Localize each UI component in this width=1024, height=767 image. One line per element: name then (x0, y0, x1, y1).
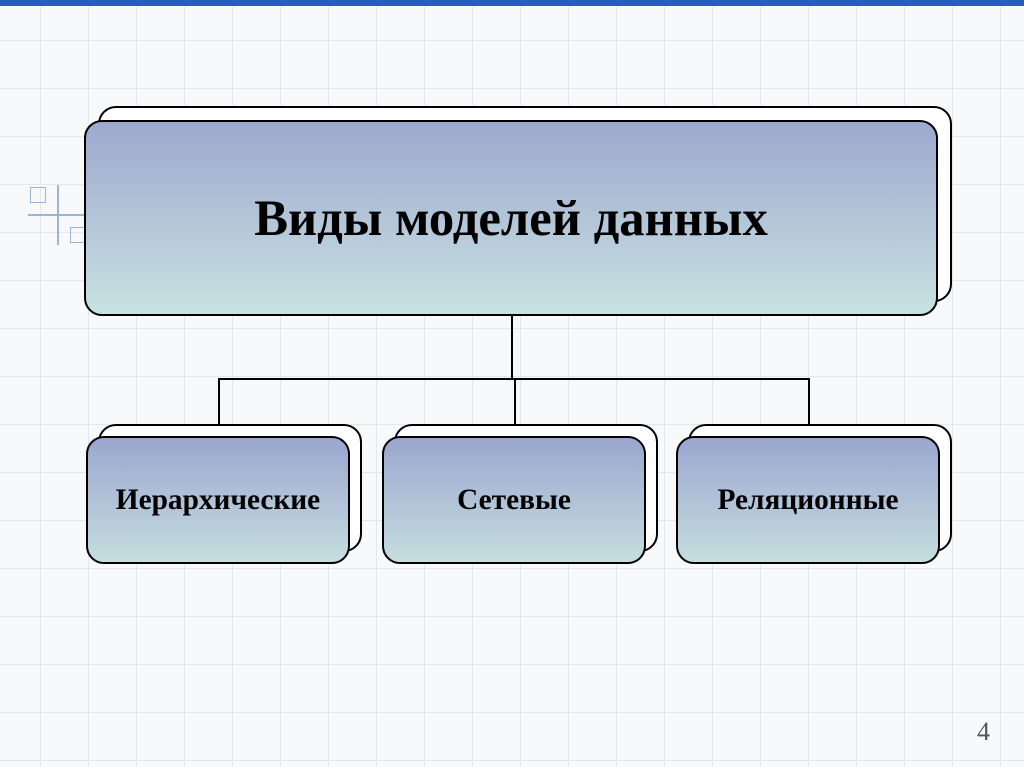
child-node-0-box: Иерархические (86, 436, 350, 564)
page-number: 4 (977, 717, 990, 747)
root-node-box: Виды моделей данных (84, 120, 938, 316)
connector-trunk (511, 316, 513, 378)
top-border (0, 0, 1024, 6)
child-node-2: Реляционные (676, 424, 952, 564)
child-node-1: Сетевые (382, 424, 658, 564)
child-node-1-box: Сетевые (382, 436, 646, 564)
root-node-label: Виды моделей данных (254, 189, 768, 247)
child-node-0: Иерархические (86, 424, 362, 564)
child-node-2-label: Реляционные (717, 484, 898, 517)
child-node-2-box: Реляционные (676, 436, 940, 564)
root-node: Виды моделей данных (84, 106, 952, 316)
child-node-1-label: Сетевые (457, 484, 571, 517)
connector-hline (218, 378, 808, 380)
child-node-0-label: Иерархические (116, 484, 320, 517)
